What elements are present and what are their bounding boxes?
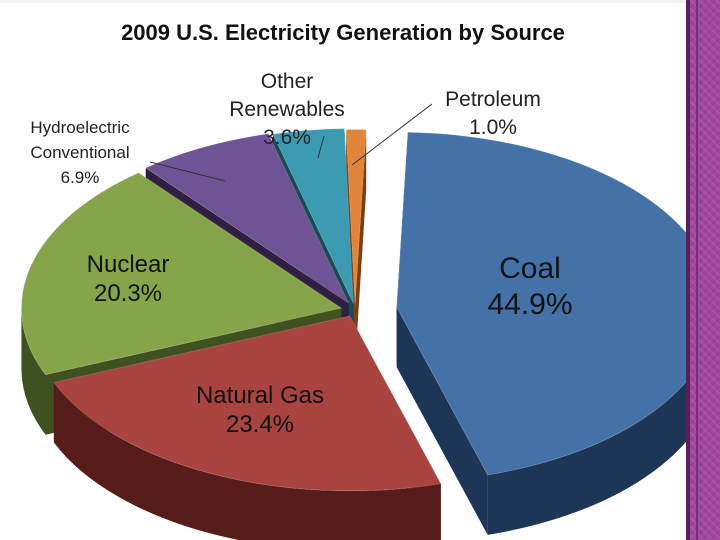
leader-line-other [317, 135, 325, 159]
slice-label-hydro-line-0: Hydroelectric [30, 118, 130, 137]
slice-value-nuclear: 20.3% [94, 280, 162, 307]
leader-line-hydro [149, 161, 226, 182]
slice-label-gas-line-0: Natural Gas [196, 382, 324, 409]
slice-hydro [144, 133, 350, 305]
slice-label-coal: Coal 44.9% [487, 252, 572, 321]
slice-petro [345, 129, 367, 305]
slice-gas [53, 315, 442, 492]
slice-value-hydro: 6.9% [61, 168, 100, 187]
stripe-edge [686, 0, 690, 540]
slice-value-gas: 23.4% [226, 411, 294, 438]
slice-value-petro: 1.0% [469, 116, 517, 139]
slide-top-border [0, 0, 686, 3]
pie-chart: 2009 U.S. Electricity Generation by Sour… [20, 20, 686, 540]
slice-label-petro-line-0: Petroleum [445, 88, 541, 111]
chart-title: 2009 U.S. Electricity Generation by Sour… [121, 20, 565, 45]
slice-label-coal-line-0: Coal [499, 252, 561, 285]
slice-label-hydro: Hydroelectric Conventional 6.9% [30, 118, 130, 187]
slice-side-nuclear [21, 308, 46, 435]
slide-side-stripe [686, 0, 720, 540]
slice-wall-petro-1 [355, 129, 367, 365]
slice-nuclear [20, 172, 343, 376]
slice-label-gas: Natural Gas 23.4% [196, 382, 324, 438]
slice-label-other: Other Renewables 3.6% [229, 70, 345, 149]
slice-label-nuclear: Nuclear 20.3% [87, 251, 170, 307]
leader-line-petro [351, 103, 433, 166]
slice-value-other: 3.6% [263, 126, 311, 149]
slice-label-other-line-0: Other [261, 70, 314, 93]
slice-other [272, 128, 354, 304]
slice-side-coal [487, 381, 686, 535]
slice-tops [20, 128, 686, 492]
leader-lines [149, 103, 433, 182]
slice-label-nuclear-line-0: Nuclear [87, 251, 170, 278]
slice-label-other-line-1: Renewables [229, 98, 345, 121]
slice-label-petro: Petroleum 1.0% [445, 88, 541, 139]
slice-side-gas [53, 382, 441, 540]
slice-labels: Coal 44.9% Natural Gas 23.4% Nuclear 20.3% Hyd… [30, 70, 572, 438]
slice-coal [396, 131, 686, 476]
slice-label-hydro-line-1: Conventional [30, 143, 129, 162]
slice-wall-coal-1 [396, 307, 488, 535]
stripe-inner-line [696, 0, 698, 540]
slice-value-coal: 44.9% [487, 288, 572, 321]
